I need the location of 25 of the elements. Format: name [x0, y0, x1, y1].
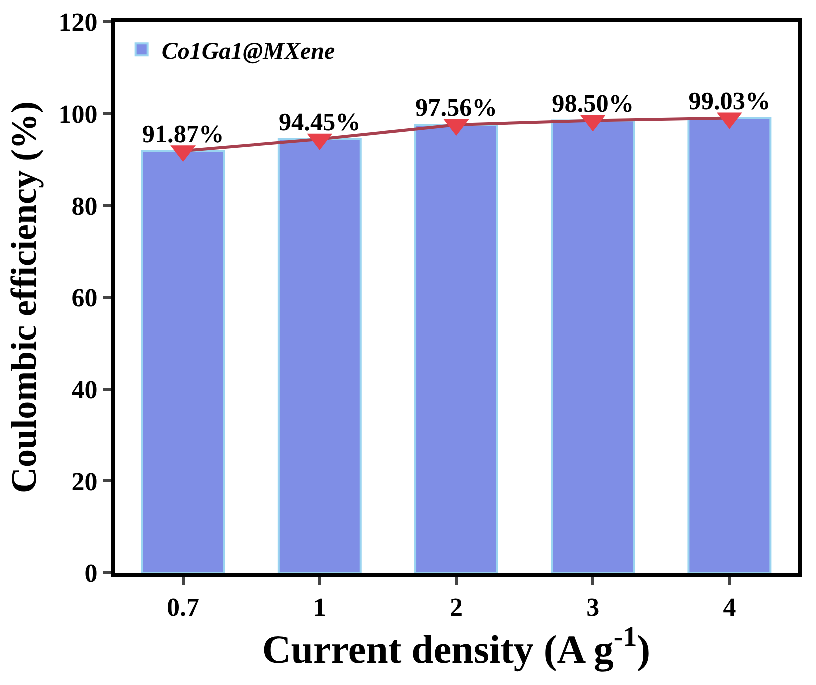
y-tick-label: 40 [72, 375, 98, 404]
bar [278, 138, 362, 573]
data-label: 91.87% [142, 121, 224, 148]
y-tick-label: 60 [72, 284, 98, 313]
data-label: 99.03% [688, 88, 771, 116]
data-label: 98.50% [552, 90, 634, 118]
data-label: 97.56% [416, 95, 498, 122]
bar [141, 150, 226, 573]
x-tick-label: 2 [450, 593, 463, 622]
y-tick-label: 80 [72, 192, 98, 221]
x-tick-label: 3 [586, 593, 600, 622]
x-tick-label: 0.7 [167, 593, 200, 622]
bar [551, 120, 636, 573]
y-tick-label: 100 [58, 100, 98, 129]
data-label: 94.45% [278, 110, 361, 136]
bar [688, 117, 772, 573]
y-tick-label: 20 [72, 467, 98, 496]
x-tick-label: 1 [313, 593, 326, 622]
x-axis-title: Current density (A g$^{-1}$) [262, 622, 651, 672]
legend-label: Co1Ga1@MXene [162, 38, 336, 65]
y-tick-label: 120 [58, 8, 98, 38]
x-tick-label: 4 [723, 593, 736, 622]
bar [414, 124, 498, 573]
y-tick-label: 0 [84, 559, 98, 588]
y-axis-title: Coulombic efficiency (%) [4, 102, 44, 494]
